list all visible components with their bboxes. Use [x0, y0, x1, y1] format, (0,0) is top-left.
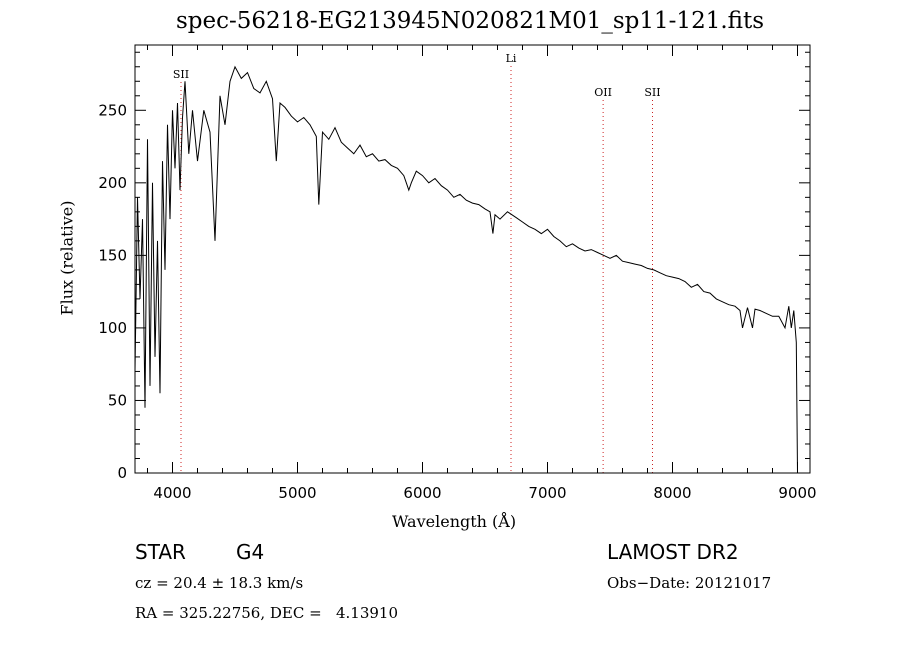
- plot-frame: [134, 44, 811, 474]
- x-tick-label: 5000: [278, 484, 316, 502]
- x-tick-label: 6000: [403, 484, 441, 502]
- object-class: STAR: [135, 540, 186, 564]
- y-axis-label: Flux (relative): [57, 200, 77, 316]
- object-subclass: G4: [236, 540, 265, 564]
- y-tick-label: 150: [98, 246, 127, 264]
- spectral-line-label: OII: [594, 86, 612, 99]
- observation-date: Obs−Date: 20121017: [607, 574, 772, 592]
- y-ticks: 0 50 100 150 200 250: [98, 51, 810, 482]
- x-tick-label: 8000: [653, 484, 691, 502]
- spectral-line-markers: SII Li OII SII: [173, 52, 661, 473]
- y-tick-label: 250: [98, 101, 127, 119]
- x-ticks: 4000 5000 6000 7000 8000 9000: [147, 45, 817, 502]
- spectral-line-label: Li: [506, 52, 517, 65]
- y-tick-label: 200: [98, 174, 127, 192]
- coordinates: RA = 325.22756, DEC = 4.13910: [135, 604, 399, 622]
- y-tick-label: 50: [108, 391, 127, 409]
- spectral-line-label: SII: [173, 68, 189, 81]
- x-tick-label: 4000: [153, 484, 191, 502]
- spectrum-line: [134, 65, 798, 474]
- redshift-info: cz = 20.4 ± 18.3 km/s: [135, 574, 304, 592]
- x-axis-label: Wavelength (Å): [392, 512, 517, 531]
- survey-name: LAMOST DR2: [607, 540, 739, 564]
- x-tick-label: 7000: [528, 484, 566, 502]
- x-tick-label: 9000: [778, 484, 816, 502]
- spectral-line-label: SII: [644, 86, 660, 99]
- y-tick-label: 0: [117, 464, 127, 482]
- chart-title: spec-56218-EG213945N020821M01_sp11-121.f…: [175, 8, 765, 34]
- y-tick-label: 100: [98, 319, 127, 337]
